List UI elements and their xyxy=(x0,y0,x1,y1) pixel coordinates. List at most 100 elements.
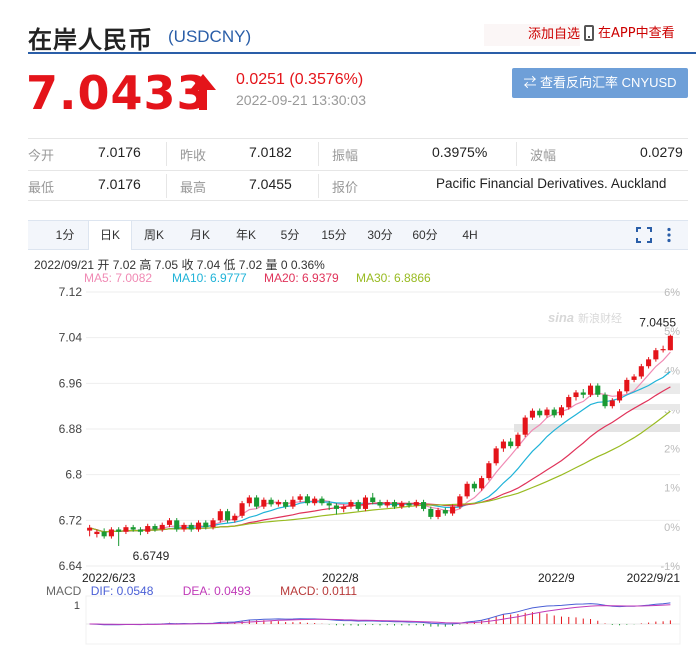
candle-body xyxy=(624,379,630,392)
tab-60min[interactable]: 60分 xyxy=(412,228,438,242)
high-price-label: 7.0455 xyxy=(639,316,676,330)
stat-value-prev-close: 7.0182 xyxy=(249,144,292,160)
candle-body xyxy=(653,350,659,360)
candle-body xyxy=(137,529,143,532)
up-arrow-icon xyxy=(190,74,216,110)
y-tick-label: 6.64 xyxy=(59,559,83,573)
candle-body xyxy=(152,526,158,530)
candle-body xyxy=(660,349,666,351)
svg-text:新浪财经: 新浪财经 xyxy=(578,311,622,325)
candle-body xyxy=(195,522,202,530)
y-tick-label: 6.96 xyxy=(59,376,83,390)
tab-5min[interactable]: 5分 xyxy=(280,228,300,242)
candle-body xyxy=(225,511,231,521)
period-tabs: 1分 日K 周K 月K 年K 5分 15分 30分 60分 4H xyxy=(28,220,688,250)
tab-weekly[interactable]: 周K xyxy=(143,228,164,242)
candle-body xyxy=(609,400,615,407)
candle-body xyxy=(522,417,528,435)
tab-1min[interactable]: 1分 xyxy=(55,228,75,242)
macd-panel: 1 xyxy=(74,595,681,645)
candle-body xyxy=(406,503,412,506)
candle-body xyxy=(232,515,238,521)
candle-body xyxy=(217,511,223,521)
candle-body xyxy=(297,496,303,500)
tab-15min[interactable]: 15分 xyxy=(321,228,347,242)
candle-body xyxy=(486,463,492,479)
stat-label-quote-source: 报价 xyxy=(332,181,359,196)
add-favorite-link[interactable]: 添加自选 xyxy=(484,24,580,46)
candle-body xyxy=(94,531,100,535)
candle-body xyxy=(587,385,594,395)
low-price-label: 6.6749 xyxy=(133,549,170,563)
x-axis: 2022/6/23 2022/8 2022/9 2022/9/21 xyxy=(82,571,680,585)
macd-axis-label: 1 xyxy=(74,600,80,612)
y-tick-label: 7.04 xyxy=(59,331,83,345)
tab-yearly[interactable]: 年K xyxy=(235,228,256,242)
candle-body xyxy=(602,394,608,407)
stat-label-open: 今开 xyxy=(28,149,55,164)
candle-body xyxy=(130,527,136,530)
candle-body xyxy=(638,366,644,377)
pct-tick-label: 0% xyxy=(664,522,680,534)
x-tick-label: 2022/6/23 xyxy=(82,571,136,585)
pct-tick-label: 6% xyxy=(664,287,680,299)
stat-value-amplitude: 0.3975% xyxy=(432,144,488,160)
candle-body xyxy=(246,497,252,504)
candles xyxy=(87,334,673,547)
stats-bottom-border xyxy=(28,200,688,201)
reverse-rate-button[interactable]: ⇄ 查看反向汇率 CNYUSD xyxy=(512,68,688,98)
candle-body xyxy=(573,392,579,398)
ma20-line xyxy=(89,386,671,533)
more-menu-icon[interactable] xyxy=(666,227,672,243)
candle-body xyxy=(558,407,565,416)
open-in-app-link[interactable]: 在APP中查看 xyxy=(584,22,696,46)
tab-30min[interactable]: 30分 xyxy=(367,228,393,242)
candle-body xyxy=(268,499,274,505)
candle-body xyxy=(290,499,296,507)
stats-divider xyxy=(166,142,167,166)
pct-tick-label: 4% xyxy=(664,365,680,377)
candle-body xyxy=(493,448,499,464)
candle-body xyxy=(646,359,652,367)
candle-body xyxy=(377,502,383,506)
x-tick-label: 2022/8 xyxy=(322,571,359,585)
fullscreen-icon[interactable] xyxy=(636,227,652,243)
ma10-label: MA10: 6.9777 xyxy=(172,271,247,285)
candle-body xyxy=(362,497,369,509)
candle-body xyxy=(326,503,332,506)
open-in-app-label: 在APP中查看 xyxy=(598,26,675,41)
pct-tick-label: -1% xyxy=(660,561,680,573)
candle-body xyxy=(617,391,623,401)
candle-body xyxy=(464,483,470,497)
stats-divider xyxy=(516,142,517,166)
stat-value-range: 0.0279 xyxy=(640,144,683,160)
tab-daily[interactable]: 日K xyxy=(88,221,132,250)
candlestick-chart[interactable]: 7.127.046.966.886.86.726.64 6%5%4%3%2%1%… xyxy=(0,284,696,646)
tab-4h[interactable]: 4H xyxy=(462,228,478,242)
stat-label-range: 波幅 xyxy=(530,149,557,164)
candle-body xyxy=(551,409,557,416)
ma5-label: MA5: 7.0082 xyxy=(84,271,153,285)
x-tick-label: 2022/9/21 xyxy=(627,571,681,585)
band xyxy=(514,424,680,432)
candle-body xyxy=(283,502,289,507)
candle-body xyxy=(667,335,673,351)
candle-body xyxy=(275,502,281,505)
candle-body xyxy=(108,529,114,537)
candle-body xyxy=(421,502,427,509)
candle-body xyxy=(203,522,209,528)
stat-value-open: 7.0176 xyxy=(98,144,141,160)
macd-legend: MACD DIF: 0.0548 DEA: 0.0493 MACD: 0.011… xyxy=(46,584,357,598)
candle-body xyxy=(239,503,245,516)
candle-body xyxy=(566,397,572,408)
candle-body xyxy=(515,434,521,447)
tab-monthly[interactable]: 月K xyxy=(189,228,210,242)
quote-time: 2022-09-21 13:30:03 xyxy=(236,92,366,108)
candle-body xyxy=(595,385,601,395)
candle-body xyxy=(181,524,187,530)
sina-watermark: sina 新浪财经 xyxy=(548,310,622,325)
candle-body xyxy=(384,502,390,506)
chart-annotations: 7.0455 6.6749 xyxy=(133,316,677,563)
y-tick-label: 7.12 xyxy=(59,285,83,299)
price-change: 0.0251 (0.3576%) xyxy=(236,71,364,88)
